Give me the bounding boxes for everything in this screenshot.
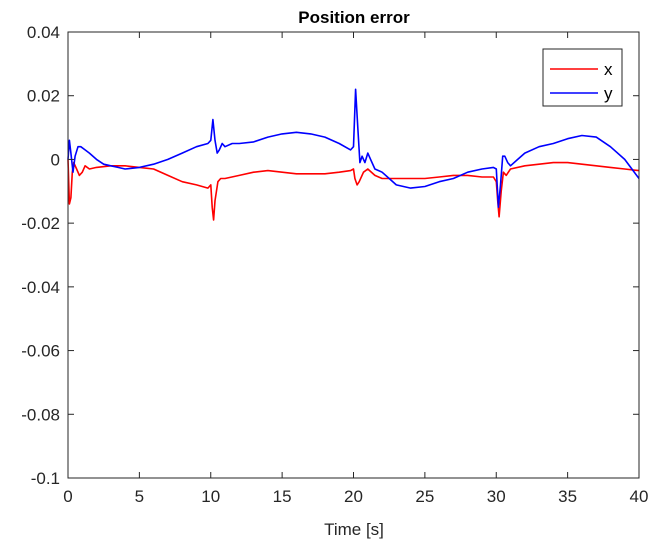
y-tick-label: -0.04 bbox=[21, 278, 60, 297]
legend: xy bbox=[542, 48, 623, 107]
legend-box bbox=[542, 48, 623, 107]
series-line-y bbox=[67, 88, 640, 208]
x-tick-label: 0 bbox=[63, 487, 72, 506]
y-tick-label: 0.02 bbox=[27, 87, 60, 106]
y-tick-label: -0.06 bbox=[21, 342, 60, 361]
x-tick-label: 25 bbox=[415, 487, 434, 506]
x-tick-label: 10 bbox=[201, 487, 220, 506]
y-tick-label: -0.02 bbox=[21, 214, 60, 233]
y-axis: -0.1 -0.08 -0.06 -0.04 -0.02 0 0.02 0.04 bbox=[21, 23, 639, 488]
x-tick-label: 15 bbox=[273, 487, 292, 506]
legend-label-x: x bbox=[604, 60, 613, 79]
series-layer bbox=[67, 88, 640, 221]
y-tick-label: 0 bbox=[51, 150, 60, 169]
x-axis-label: Time [s] bbox=[324, 520, 384, 539]
x-tick-label: 20 bbox=[344, 487, 363, 506]
y-tick-label: -0.1 bbox=[31, 469, 60, 488]
x-tick-label: 40 bbox=[630, 487, 649, 506]
x-tick-label: 35 bbox=[558, 487, 577, 506]
legend-label-y: y bbox=[604, 84, 613, 103]
x-axis: 0 5 10 15 20 25 30 35 40 bbox=[63, 32, 648, 506]
x-tick-label: 5 bbox=[135, 487, 144, 506]
y-tick-label: 0.04 bbox=[27, 23, 60, 42]
y-tick-label: -0.08 bbox=[21, 405, 60, 424]
x-tick-label: 30 bbox=[487, 487, 506, 506]
chart-title: Position error bbox=[298, 8, 410, 27]
